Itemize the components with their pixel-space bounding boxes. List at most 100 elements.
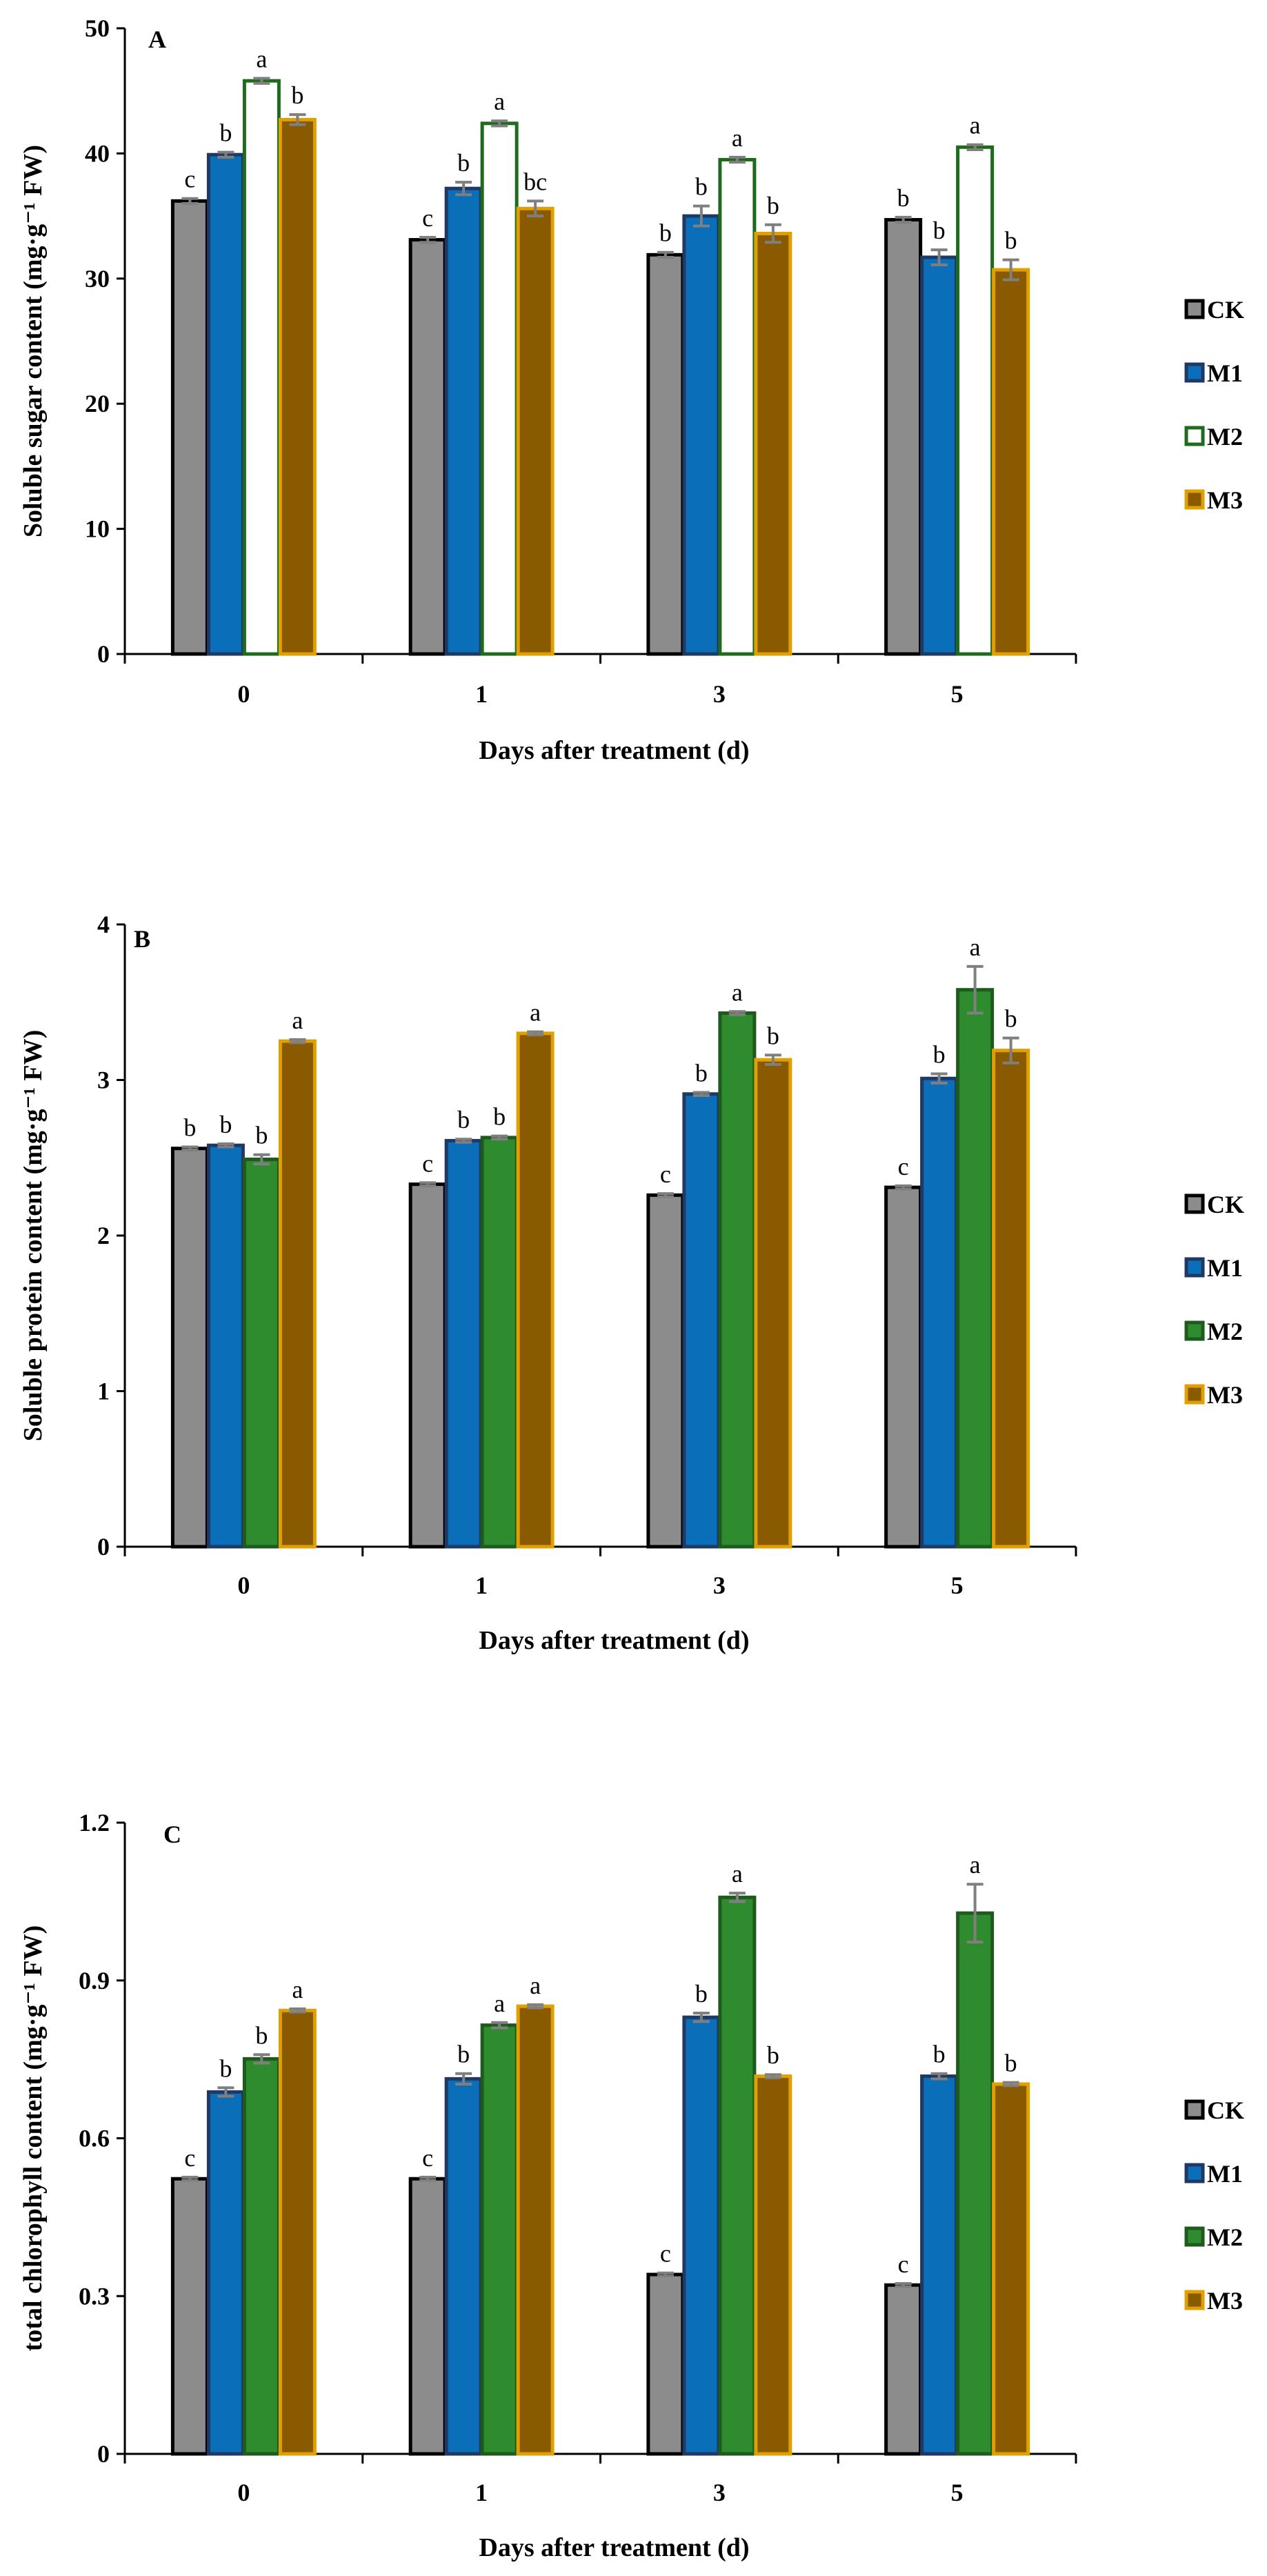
legend-label-m1: M1	[1207, 2160, 1243, 2188]
bar-m2	[718, 1011, 757, 1549]
legend-swatch-ck	[1184, 2099, 1205, 2120]
bar-m2	[956, 1911, 995, 2456]
y-axis-label: total chlorophyll content (mg·g⁻¹ FW)	[19, 1925, 48, 2352]
x-tick-label: 1	[475, 680, 488, 708]
significance-letter: b	[767, 1022, 779, 1049]
bar-m1	[920, 2074, 959, 2456]
bar-m2	[956, 145, 995, 656]
significance-letter: a	[970, 933, 981, 961]
y-tick-label: 1.2	[79, 1809, 110, 1836]
significance-letter: c	[184, 166, 195, 193]
bar-m2	[242, 2057, 281, 2456]
significance-letter: a	[732, 978, 743, 1006]
y-tick-label: 4	[97, 911, 110, 938]
bar-m1	[206, 2090, 245, 2456]
bar-m2	[242, 1158, 281, 1549]
significance-letter: b	[183, 1113, 196, 1141]
bar-m2	[480, 2023, 519, 2456]
significance-letter: b	[1005, 1005, 1017, 1033]
bar-m1	[444, 186, 483, 656]
significance-letter: b	[695, 1980, 708, 2008]
significance-letter: b	[457, 1106, 470, 1133]
bar-m1	[444, 2077, 483, 2456]
significance-letter: c	[660, 1160, 671, 1188]
y-tick-label: 0.6	[79, 2125, 110, 2152]
legend-swatch-ck	[1184, 1193, 1205, 1214]
x-tick-label: 0	[237, 2479, 250, 2506]
bar-ck	[646, 2272, 685, 2456]
bar-m1	[206, 1143, 245, 1549]
x-tick-label: 5	[951, 680, 964, 708]
significance-letter: c	[184, 2144, 195, 2172]
significance-letter: a	[494, 88, 505, 115]
significance-letter: b	[933, 217, 946, 244]
legend-swatch-m1	[1184, 1257, 1205, 1278]
significance-letter: c	[422, 1149, 433, 1177]
bar-m3	[278, 1039, 317, 1549]
bar-m3	[992, 1049, 1030, 1549]
legend-swatch-m2	[1184, 2226, 1205, 2247]
bar-m3	[754, 1058, 792, 1549]
significance-letter: b	[255, 2021, 268, 2049]
significance-letter: b	[219, 1111, 232, 1138]
legend-swatch-ck	[1184, 299, 1205, 319]
significance-letter: b	[457, 2041, 470, 2068]
bar-m3	[754, 231, 792, 656]
legend-label-m2: M2	[1207, 423, 1243, 450]
legend-swatch-m1	[1184, 2163, 1205, 2183]
y-tick-label: 1	[97, 1378, 110, 1405]
significance-letter: b	[291, 81, 303, 109]
legend: CK M1 M2 M3	[1184, 1191, 1244, 1409]
significance-letter: c	[898, 2250, 909, 2278]
bar-ck	[170, 1147, 209, 1549]
x-tick-label: 0	[237, 1572, 250, 1599]
y-tick-label: 10	[85, 515, 110, 543]
bar-m3	[278, 117, 317, 656]
legend-label-ck: CK	[1207, 296, 1244, 324]
significance-letter: b	[897, 184, 910, 212]
significance-letter: b	[933, 1040, 946, 1068]
significance-letter: b	[767, 192, 779, 219]
legend-label-ck: CK	[1207, 2097, 1244, 2124]
y-tick-label: 30	[85, 265, 110, 293]
bar-m3	[516, 206, 555, 656]
significance-letter: c	[898, 1153, 909, 1180]
y-tick-label: 40	[85, 139, 110, 167]
bar-m2	[242, 79, 281, 656]
panel-letter: A	[148, 26, 166, 53]
legend-swatch-m3	[1184, 1384, 1205, 1405]
significance-letter: a	[292, 1976, 303, 2003]
bar-ck	[170, 2177, 209, 2456]
panel-letter: C	[163, 1821, 181, 1848]
bar-ck	[646, 1193, 685, 1549]
bar-ck	[408, 1182, 447, 1549]
y-axis-label: Soluble sugar content (mg·g⁻¹ FW)	[19, 145, 48, 537]
legend-label-m3: M3	[1207, 2287, 1243, 2315]
x-tick-label: 1	[475, 2479, 488, 2506]
significance-letter: b	[255, 1122, 268, 1149]
bar-m1	[206, 152, 245, 656]
bar-m3	[754, 2074, 792, 2456]
bar-ck	[170, 199, 209, 656]
significance-letter: b	[457, 149, 470, 177]
y-tick-label: 3	[97, 1067, 110, 1094]
significance-letter: a	[256, 46, 267, 73]
significance-letter: a	[732, 124, 743, 152]
significance-letter: a	[530, 999, 541, 1027]
bar-m1	[920, 255, 959, 656]
bar-ck	[884, 218, 923, 656]
significance-letter: a	[732, 1860, 743, 1888]
bar-m2	[956, 988, 995, 1549]
significance-letter: b	[767, 2041, 779, 2069]
panel-letter: B	[134, 925, 150, 953]
legend-label-m1: M1	[1207, 359, 1243, 387]
significance-letter: b	[1005, 2050, 1017, 2077]
bar-m3	[278, 2008, 317, 2456]
x-axis-label: Days after treatment (d)	[479, 736, 749, 765]
legend-label-m3: M3	[1207, 1381, 1243, 1409]
bar-m1	[920, 1076, 959, 1549]
